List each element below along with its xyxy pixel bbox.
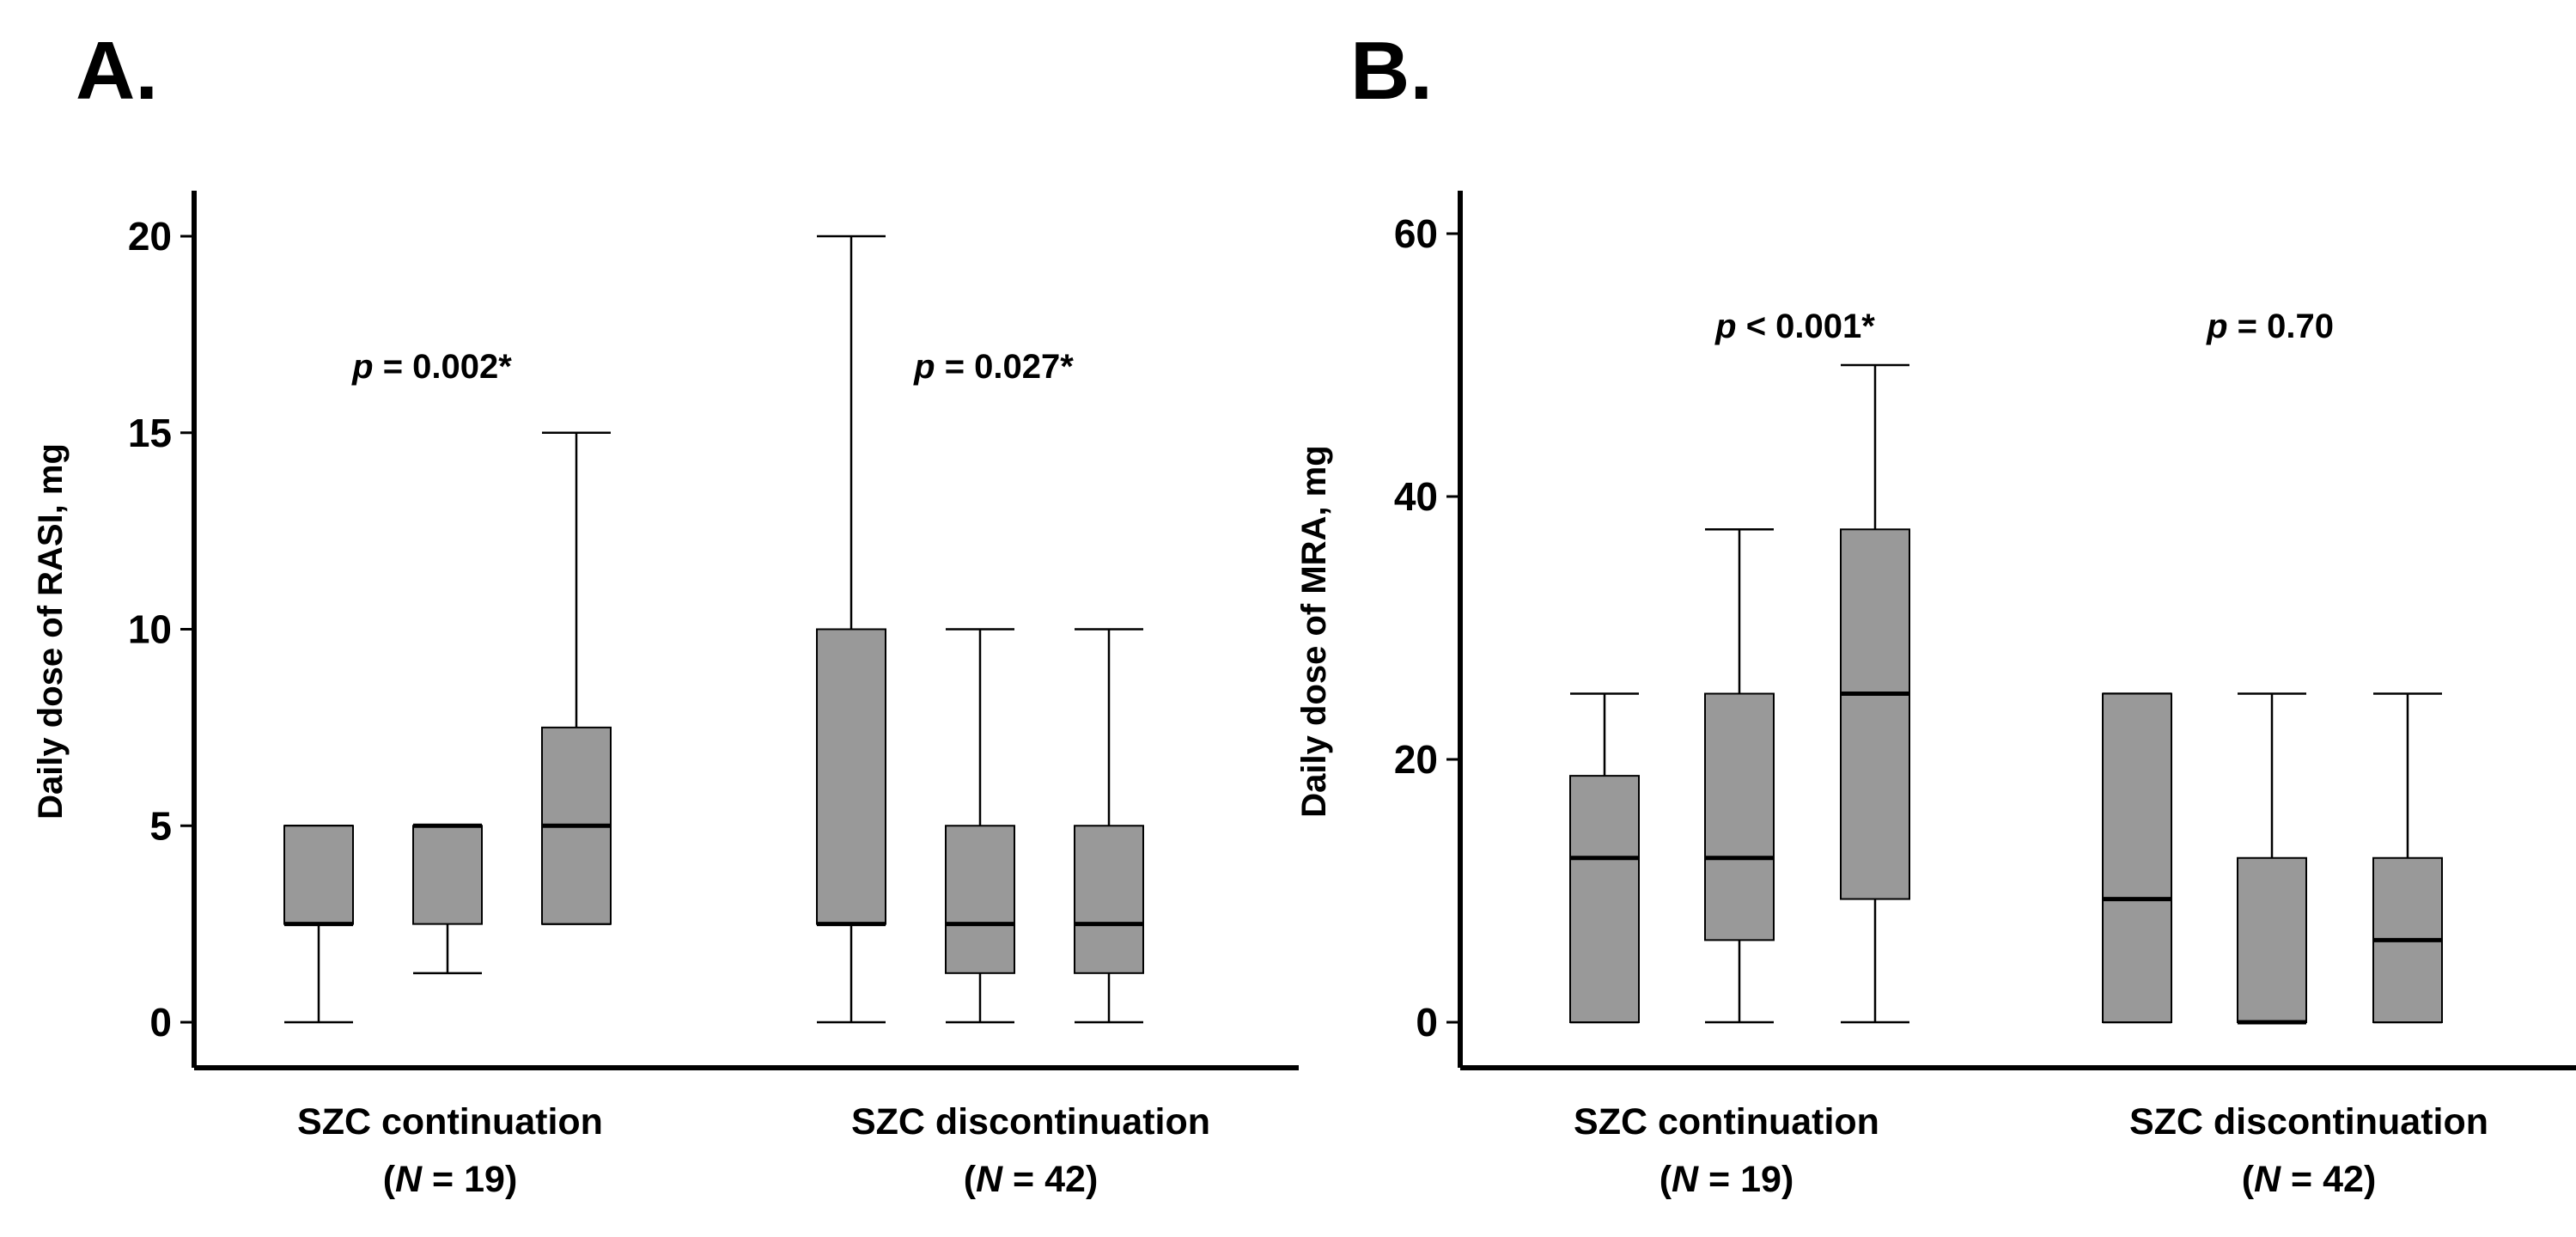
p-value-label: p < 0.001* — [1714, 308, 1875, 345]
box-plot — [412, 823, 483, 975]
y-tick-label: 0 — [149, 1000, 172, 1045]
box-plot — [541, 431, 612, 925]
y-axis-label: Daily dose of RASI, mg — [32, 443, 70, 820]
group-label: SZC continuation — [297, 1101, 603, 1143]
p-value: = 0.002* — [374, 348, 513, 386]
group-n-label: (N = 42) — [964, 1159, 1099, 1200]
group-n-part: ( — [2242, 1159, 2255, 1200]
iqr-box — [1074, 825, 1144, 974]
iqr-box — [1569, 775, 1640, 1023]
panel-a: A. Daily dose of RASI, mg 0 5 10 15 20 p = 0.00… — [32, 25, 1299, 1200]
group-n-part: N — [395, 1159, 423, 1200]
group-n-label: (N = 19) — [1659, 1159, 1794, 1200]
y-tick-label: 10 — [128, 607, 172, 652]
box-plot — [1704, 528, 1775, 1024]
p-value-label: p = 0.70 — [2206, 308, 2334, 345]
group-n-part: = 19) — [422, 1159, 517, 1200]
box-plot — [1074, 628, 1144, 1024]
box-plot — [2102, 692, 2172, 1024]
box-plot — [1569, 692, 1640, 1024]
y-tick-label: 60 — [1394, 211, 1438, 256]
group-n-label: (N = 19) — [383, 1159, 518, 1200]
box-plot — [816, 235, 886, 1024]
iqr-box — [412, 825, 483, 925]
box-plot — [2237, 692, 2307, 1025]
group-n-part: = 19) — [1698, 1159, 1793, 1200]
iqr-box — [945, 825, 1015, 974]
group-label: SZC discontinuation — [851, 1101, 1210, 1143]
y-tick-label: 20 — [1394, 737, 1438, 782]
panel-label: B. — [1350, 25, 1433, 117]
group-n-label: (N = 42) — [2242, 1159, 2377, 1200]
iqr-box — [2102, 692, 2172, 1023]
p-symbol: p — [351, 348, 373, 386]
p-value: < 0.001* — [1737, 308, 1876, 345]
box-plot — [283, 825, 354, 1024]
y-tick-label: 15 — [128, 411, 172, 455]
p-value: = 0.70 — [2228, 308, 2334, 345]
group-label: SZC discontinuation — [2129, 1101, 2488, 1143]
iqr-box — [2237, 856, 2307, 1023]
group-n-part: ( — [383, 1159, 396, 1200]
group-label: SZC continuation — [1574, 1101, 1879, 1143]
box-plot — [945, 628, 1015, 1024]
group-n-part: N — [2254, 1159, 2281, 1200]
y-axis-label: Daily dose of MRA, mg — [1295, 445, 1333, 817]
p-symbol: p — [913, 348, 935, 386]
box-plot — [1840, 363, 1910, 1024]
group-n-part: = 42) — [1002, 1159, 1098, 1200]
group-n-part: ( — [1659, 1159, 1672, 1200]
p-symbol: p — [2206, 308, 2227, 345]
p-symbol: p — [1714, 308, 1736, 345]
y-tick-label: 0 — [1416, 1000, 1438, 1045]
panel-label: A. — [76, 25, 158, 117]
p-value-label: p = 0.002* — [351, 348, 512, 386]
box-plot — [2372, 692, 2443, 1024]
p-value: = 0.027* — [935, 348, 1075, 386]
group-n-part: N — [1672, 1159, 1699, 1200]
y-tick-label: 40 — [1394, 474, 1438, 519]
y-tick-label: 20 — [128, 214, 172, 259]
iqr-box — [816, 628, 886, 925]
group-n-part: ( — [964, 1159, 977, 1200]
p-value-label: p = 0.027* — [913, 348, 1074, 386]
iqr-box — [1840, 528, 1910, 900]
iqr-box — [283, 825, 354, 925]
iqr-box — [1704, 692, 1775, 941]
group-n-part: = 42) — [2281, 1159, 2376, 1200]
panel-b: B. Daily dose of MRA, mg 0 20 40 60 p < 0.001*… — [1295, 25, 2576, 1200]
group-n-part: N — [976, 1159, 1003, 1200]
y-tick-label: 5 — [149, 803, 172, 848]
